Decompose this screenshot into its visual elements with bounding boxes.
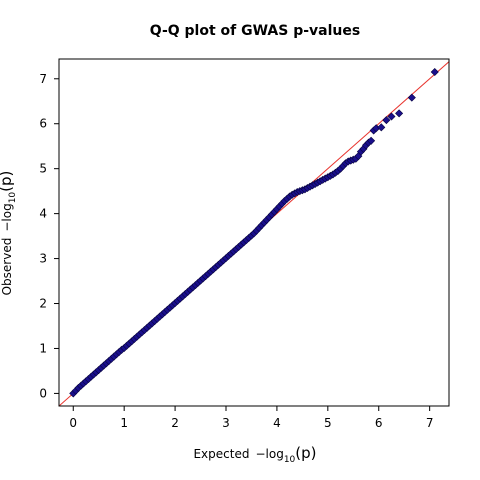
- plot-area: 0 1 2 3 4 5 6 7 0 1 2 3 4 5 6 7: [39, 58, 450, 430]
- x-axis-title: Expected −log10(p): [193, 444, 316, 465]
- y-axis-title-prefix: Observed: [0, 238, 14, 296]
- data-point: [387, 112, 396, 121]
- plot-frame: [58, 58, 450, 407]
- y-axis-title-arg: (p): [0, 171, 15, 192]
- data-point: [367, 136, 376, 145]
- data-point: [407, 93, 416, 102]
- x-axis-title-math: −log: [255, 447, 283, 461]
- y-tick-label: 1: [39, 341, 47, 355]
- y-axis-title: Observed −log10(p): [0, 171, 18, 296]
- y-tick-label: 3: [39, 252, 47, 266]
- y-axis-title-sub: 10: [8, 192, 18, 204]
- data-point: [377, 123, 386, 132]
- x-tick-label: 3: [222, 416, 230, 430]
- y-tick-label: 0: [39, 386, 47, 400]
- y-tick-label: 2: [39, 297, 47, 311]
- y-axis-title-math: −log: [0, 203, 14, 231]
- x-axis-title-sub: 10: [284, 455, 296, 465]
- x-tick-label: 0: [69, 416, 77, 430]
- x-tick-label: 7: [426, 416, 434, 430]
- x-tick-label: 6: [375, 416, 383, 430]
- x-tick-label: 4: [273, 416, 281, 430]
- x-tick-label: 1: [120, 416, 128, 430]
- x-axis-title-prefix: Expected: [193, 447, 249, 461]
- y-tick-label: 4: [39, 207, 47, 221]
- data-point: [430, 68, 439, 77]
- x-tick-label: 2: [171, 416, 179, 430]
- chart-title: Q-Q plot of GWAS p-values: [150, 23, 360, 39]
- data-point: [395, 109, 404, 118]
- x-axis-title-arg: (p): [295, 444, 316, 462]
- x-tick-label: 5: [324, 416, 332, 430]
- y-tick-label: 5: [39, 162, 47, 176]
- y-tick-label: 6: [39, 117, 47, 131]
- data-point: [382, 116, 391, 125]
- y-tick-label: 7: [39, 72, 47, 86]
